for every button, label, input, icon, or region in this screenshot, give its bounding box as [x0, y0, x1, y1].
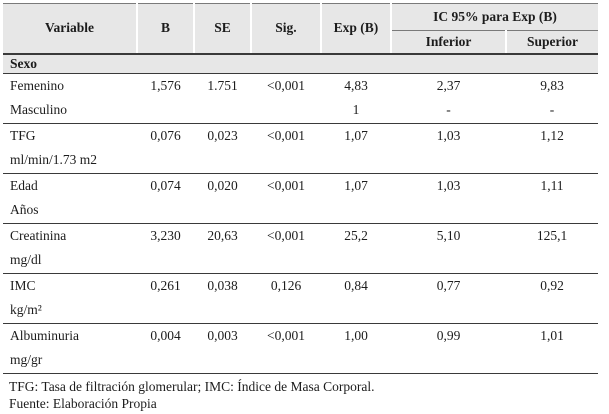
row-unit-label: kg/m² — [3, 298, 137, 324]
value-sig — [251, 98, 321, 124]
row-label: IMC — [10, 277, 36, 293]
value-superior: 125,1 — [536, 227, 568, 243]
row-label: Edad — [10, 177, 38, 193]
value-sig: <0,001 — [267, 77, 305, 93]
col-header-b: B — [136, 3, 194, 55]
empty-cells — [137, 148, 599, 174]
col-header-se: SE — [193, 3, 251, 55]
table-row: TFG 0,076 0,023 <0,001 1,07 1,03 1,12 — [3, 123, 598, 148]
col-header-exp-b: Exp (B) — [320, 3, 391, 55]
value-b: 0,004 — [150, 327, 181, 343]
header-row-2: Inferior Superior — [3, 30, 599, 55]
row-label: Femenino — [10, 77, 64, 93]
value-b: 1,576 — [150, 77, 181, 93]
value-exp: 0,84 — [344, 277, 368, 293]
value-inferior: 1,03 — [436, 177, 461, 193]
value-exp: 1,07 — [344, 177, 368, 193]
table-row: kg/m² — [3, 298, 599, 324]
value-inferior: 0,99 — [436, 327, 461, 343]
empty-cells — [137, 248, 599, 274]
value-inferior: 1,03 — [436, 127, 461, 143]
value-se: 0,020 — [207, 177, 238, 193]
value-sig: <0,001 — [267, 177, 305, 193]
value-inferior: 2,37 — [436, 77, 461, 93]
value-exp: 4,83 — [344, 77, 368, 93]
value-se: 0,038 — [207, 277, 238, 293]
row-label: Creatinina — [10, 227, 67, 243]
col-header-inferior: Inferior — [390, 30, 506, 55]
value-sig: <0,001 — [267, 327, 305, 343]
empty-cells — [137, 198, 599, 224]
value-se: 0,023 — [207, 127, 238, 143]
regression-table: Variable B SE Sig. Exp (B) IC 95% para E… — [3, 3, 599, 374]
footnote-abbreviations: TFG: Tasa de filtración glomerular; IMC:… — [9, 378, 375, 394]
row-unit-label: ml/min/1.73 m2 — [3, 148, 137, 174]
value-se: 0,003 — [207, 327, 238, 343]
table-row: Albuminuria 0,004 0,003 <0,001 1,00 0,99… — [3, 323, 598, 348]
footnote-source: Fuente: Elaboración Propia — [9, 395, 157, 411]
value-exp: 25,2 — [344, 227, 368, 243]
document-page: Variable B SE Sig. Exp (B) IC 95% para E… — [0, 3, 609, 414]
header-row-1: Variable B SE Sig. Exp (B) IC 95% para E… — [3, 3, 599, 55]
row-unit-label: Años — [3, 198, 137, 224]
value-sig: <0,001 — [267, 127, 305, 143]
table-header: Variable B SE Sig. Exp (B) IC 95% para E… — [3, 3, 599, 55]
row-unit-label: mg/dl — [3, 248, 137, 274]
value-superior: - — [506, 98, 599, 124]
value-se — [194, 98, 251, 124]
value-superior: 9,83 — [540, 77, 564, 93]
value-superior: 1,11 — [540, 177, 564, 193]
value-b: 0,261 — [150, 277, 181, 293]
value-b — [137, 98, 194, 124]
table-footnotes: TFG: Tasa de filtración glomerular; IMC:… — [9, 378, 609, 412]
value-superior: 1,12 — [540, 127, 564, 143]
table-body: Sexo Femenino 1,576 1.751 <0,001 4,83 2,… — [3, 53, 599, 374]
table-row: Creatinina 3,230 20,63 <0,001 25,2 5,10 … — [3, 223, 598, 248]
col-header-sig: Sig. — [250, 3, 321, 55]
col-header-variable: Variable — [3, 3, 137, 55]
row-label: TFG — [10, 127, 36, 143]
empty-cells — [137, 348, 599, 374]
table-row: IMC 0,261 0,038 0,126 0,84 0,77 0,92 — [3, 273, 598, 298]
value-sig: 0,126 — [270, 277, 302, 293]
value-superior: 0,92 — [540, 277, 564, 293]
value-se: 1.751 — [207, 77, 238, 93]
value-exp: 1,07 — [344, 127, 368, 143]
table-row: Edad 0,074 0,020 <0,001 1,07 1,03 1,11 — [3, 173, 598, 198]
row-label: Masculino — [3, 98, 137, 124]
section-label: Sexo — [3, 53, 599, 74]
table-row: Femenino 1,576 1.751 <0,001 4,83 2,37 9,… — [3, 73, 598, 98]
value-exp: 1 — [321, 98, 391, 124]
value-superior: 1,01 — [540, 327, 564, 343]
table-row: Años — [3, 198, 599, 224]
value-se: 20,63 — [207, 227, 238, 243]
col-header-superior: Superior — [504, 30, 599, 55]
col-header-ic-group: IC 95% para Exp (B) — [389, 3, 599, 31]
row-label: Albuminuria — [10, 327, 79, 343]
table-row: ml/min/1.73 m2 — [3, 148, 599, 174]
value-inferior: 0,77 — [436, 277, 461, 293]
table-row: Masculino 1 - - — [3, 98, 599, 124]
value-inferior: 5,10 — [436, 227, 461, 243]
empty-cells — [137, 298, 599, 324]
table-row: mg/gr — [3, 348, 599, 374]
value-b: 0,076 — [150, 127, 181, 143]
section-row-sexo: Sexo — [3, 53, 599, 74]
value-exp: 1,00 — [344, 327, 368, 343]
table-row: mg/dl — [3, 248, 599, 274]
value-inferior: - — [391, 98, 506, 124]
value-b: 3,230 — [150, 227, 181, 243]
value-b: 0,074 — [150, 177, 181, 193]
value-sig: <0,001 — [267, 227, 305, 243]
row-unit-label: mg/gr — [3, 348, 137, 374]
